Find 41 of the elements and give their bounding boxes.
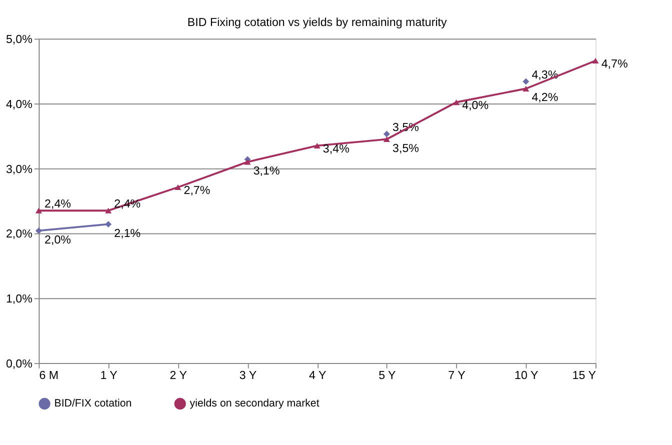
point (174, 184, 182, 190)
data-label: 3,1% (253, 164, 280, 178)
x-tick-label: 1 Y (100, 369, 118, 382)
x-tick-label: 5 Y (378, 369, 396, 382)
point (105, 208, 112, 214)
data-label: 2,4% (44, 198, 72, 211)
x-tick-label: 6 M (39, 369, 59, 382)
point (383, 130, 390, 138)
x-tick-label: 10 Y (514, 369, 538, 382)
legend-label: BID/FIX cotation (54, 398, 132, 410)
point (592, 58, 599, 64)
data-label: 4,3% (532, 68, 558, 82)
point (35, 208, 42, 214)
point (105, 220, 112, 228)
point (314, 142, 320, 149)
point (244, 159, 251, 165)
data-label: 4,0% (462, 99, 489, 112)
chart-title: BID Fixing cotation vs yields by remaining maturity (187, 16, 447, 30)
data-label: 3,5% (392, 142, 419, 155)
data-label: 2,0% (44, 233, 72, 246)
data-label: 4,2% (532, 91, 558, 104)
y-tick-label: 3,0% (6, 162, 32, 176)
data-label: 3,4% (322, 142, 350, 156)
data-label: 4,7% (601, 58, 628, 71)
x-tick-label: 3 Y (239, 369, 257, 382)
y-tick-label: 1,0% (6, 292, 32, 306)
point (522, 78, 530, 85)
point (383, 136, 390, 142)
x-tick-label: 7 Y (448, 369, 466, 382)
y-tick-label: 2,0% (6, 228, 32, 241)
point (453, 99, 460, 106)
x-tick-label: 15 Y (572, 369, 596, 382)
legend-label: yields on secondary market (190, 398, 320, 410)
y-tick-label: 4,0% (6, 98, 32, 111)
y-tick-label: 5,0% (6, 33, 32, 46)
x-tick-label: 2 Y (170, 369, 188, 382)
point (522, 86, 530, 92)
x-tick-label: 4 Y (308, 369, 326, 382)
y-tick-label: 0,0% (6, 357, 32, 370)
data-label: 2,1% (114, 226, 141, 240)
data-label: 2,7% (184, 184, 210, 198)
